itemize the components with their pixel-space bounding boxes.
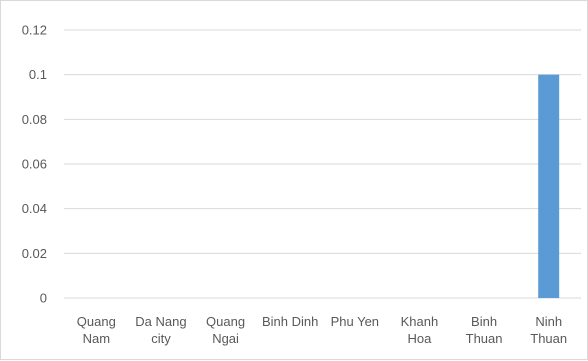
x-category-label: city: [151, 331, 171, 346]
x-category-label: Thuan: [530, 331, 567, 346]
y-tick-label: 0.1: [29, 67, 47, 82]
y-tick-label: 0.12: [22, 23, 47, 38]
y-tick-label: 0.04: [22, 201, 47, 216]
y-tick-label: 0.08: [22, 112, 47, 127]
x-category-label: Ninh: [535, 314, 562, 329]
y-tick-label: 0.06: [22, 157, 47, 172]
y-tick-label: 0.02: [22, 246, 47, 261]
x-category-label: Quang: [77, 314, 116, 329]
x-category-label: Hoa: [408, 331, 433, 346]
x-category-label: Binh Dinh: [262, 314, 318, 329]
x-category-label: Da Nang: [135, 314, 186, 329]
x-category-label: Nam: [83, 331, 110, 346]
x-category-label: Ngai: [212, 331, 239, 346]
x-category-label: Phu Yen: [331, 314, 379, 329]
x-category-label: Quang: [206, 314, 245, 329]
bar: [538, 74, 560, 299]
x-category-label: Binh: [471, 314, 497, 329]
y-tick-label: 0: [40, 291, 47, 306]
x-category-label: Thuan: [466, 331, 503, 346]
x-category-label: Khanh: [401, 314, 439, 329]
